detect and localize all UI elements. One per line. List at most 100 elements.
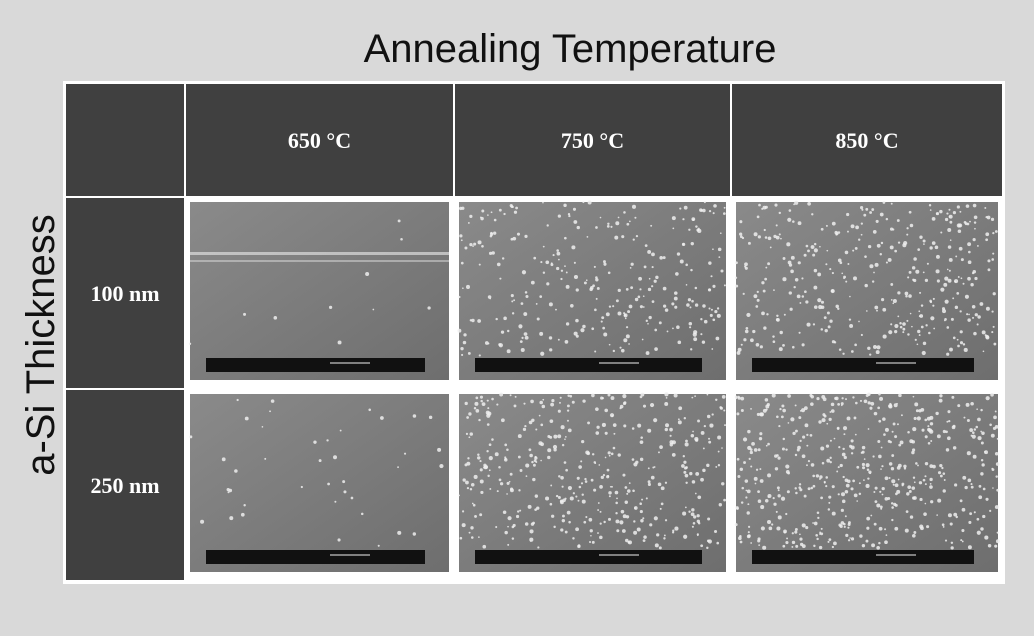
particle	[929, 246, 932, 249]
particle	[540, 424, 543, 427]
particle	[864, 458, 866, 460]
particle	[946, 326, 949, 329]
particle	[561, 425, 565, 429]
particle	[869, 211, 872, 214]
particle	[951, 546, 954, 549]
particle	[525, 336, 529, 340]
particle	[613, 423, 617, 427]
particle	[765, 398, 769, 402]
particle	[970, 402, 974, 406]
particle	[782, 344, 785, 347]
particle	[565, 531, 568, 534]
particle	[659, 546, 662, 549]
particle	[944, 320, 946, 322]
particle	[632, 458, 635, 461]
particle	[943, 472, 946, 475]
particle	[262, 426, 264, 428]
particle	[862, 544, 865, 547]
particle	[961, 277, 963, 279]
particle	[955, 306, 958, 309]
particle	[991, 434, 995, 438]
particle	[683, 455, 685, 457]
particle	[822, 462, 825, 465]
particle	[901, 483, 904, 486]
particle	[929, 485, 933, 489]
particle	[518, 434, 522, 438]
particle	[616, 498, 618, 500]
particle	[578, 544, 581, 547]
particle	[829, 418, 832, 421]
particle	[882, 417, 886, 421]
particle	[533, 464, 536, 467]
particle	[571, 245, 575, 249]
particle	[747, 503, 749, 505]
particle	[531, 522, 534, 525]
particle	[776, 224, 778, 226]
particle	[745, 479, 748, 482]
particle	[619, 520, 623, 524]
particle	[564, 461, 567, 464]
particle	[963, 283, 965, 285]
particle	[773, 340, 776, 343]
particle	[560, 528, 563, 531]
particle	[427, 306, 430, 309]
particle	[868, 245, 871, 248]
particle	[539, 332, 543, 336]
particle	[745, 267, 748, 270]
sem-background	[459, 202, 726, 380]
particle	[811, 213, 813, 215]
particle	[610, 413, 614, 417]
particle	[878, 455, 882, 459]
particle	[957, 404, 960, 407]
particle	[873, 491, 875, 493]
particle	[646, 320, 648, 322]
particle	[848, 539, 850, 541]
particle	[953, 211, 956, 214]
particle	[640, 440, 644, 444]
particle	[631, 263, 634, 266]
particle	[458, 296, 460, 298]
particle	[781, 404, 784, 407]
particle	[549, 336, 552, 339]
particle	[774, 454, 777, 457]
particle	[715, 466, 717, 468]
particle	[826, 445, 829, 448]
particle	[795, 528, 798, 531]
particle	[682, 218, 684, 220]
particle	[672, 216, 676, 220]
particle	[880, 253, 882, 255]
particle	[695, 493, 697, 495]
particle	[947, 228, 951, 232]
particle	[645, 244, 648, 247]
particle	[636, 235, 638, 237]
particle	[871, 543, 875, 547]
particle	[870, 402, 874, 406]
particle	[925, 462, 928, 465]
particle	[685, 506, 687, 508]
particle	[713, 204, 717, 208]
particle	[708, 441, 711, 444]
particle	[854, 417, 857, 420]
particle	[579, 486, 582, 489]
particle	[968, 521, 971, 524]
particle	[957, 223, 961, 227]
particle	[878, 393, 880, 395]
particle	[964, 348, 968, 352]
particle	[746, 490, 748, 492]
particle	[776, 511, 778, 513]
particle	[603, 474, 605, 476]
particle	[814, 269, 817, 272]
particle	[546, 282, 549, 285]
particle	[549, 348, 552, 351]
particle	[977, 518, 980, 521]
particle	[605, 457, 607, 459]
particle	[787, 472, 790, 475]
particle	[591, 327, 594, 330]
particle	[759, 468, 761, 470]
particle	[572, 537, 574, 539]
particle	[745, 330, 749, 334]
particle	[481, 210, 484, 213]
particle	[683, 535, 687, 539]
particle	[466, 416, 469, 419]
particle	[909, 211, 912, 214]
